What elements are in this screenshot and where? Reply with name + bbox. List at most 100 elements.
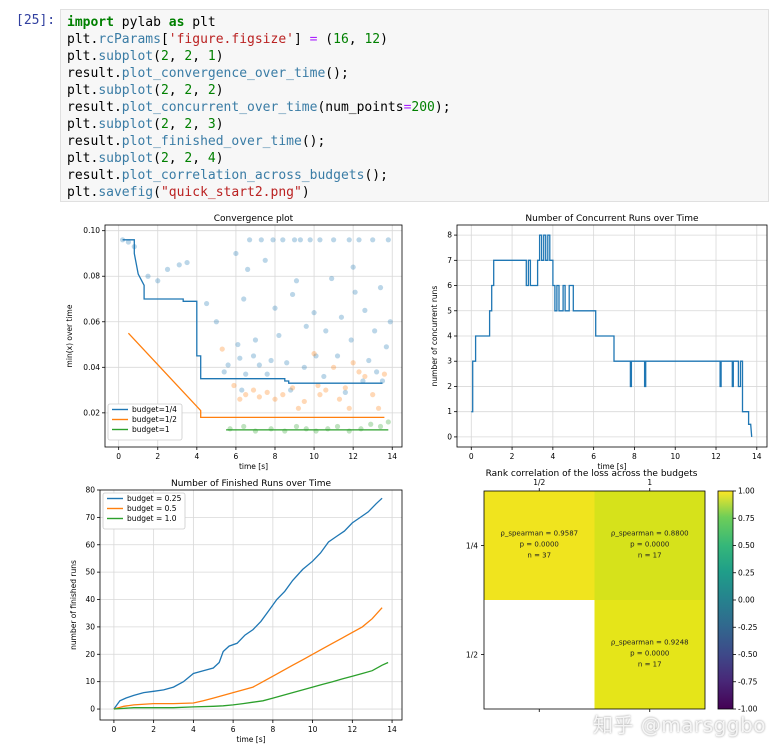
y-tick-label: 0 (447, 432, 452, 441)
scatter-point (125, 239, 132, 245)
scatter-point (313, 353, 319, 359)
cell-n-label: n = 37 (527, 552, 551, 560)
scatter-point (336, 396, 343, 402)
cell-p-label: p = 0.0000 (630, 541, 669, 549)
figure-canvas: 0 2 4 6 8 10 12 140.020.040.060.080.10Convergen… (65, 214, 768, 744)
x-tick-label: 8 (273, 452, 278, 461)
scatter-point (346, 428, 352, 434)
code-token: , (348, 32, 365, 47)
scatter-point (237, 396, 243, 402)
scatter-point (317, 392, 323, 398)
code-token: import (67, 15, 114, 30)
colorbar-tick-label: -0.25 (738, 623, 758, 632)
series-line (113, 661, 389, 710)
code-token: rcParams (98, 32, 161, 47)
y-tick-label: 0.08 (83, 272, 100, 281)
x-tick-label: 6 (231, 725, 236, 734)
code-cell[interactable]: [25]: import pylab as plt plt.rcParams['f… (0, 0, 784, 205)
y-tick-label: 8 (447, 231, 452, 240)
x-tick-label: 10 (670, 452, 680, 461)
code-token: ) (301, 185, 310, 200)
scatter-point (362, 373, 368, 380)
code-line: result.plot_finished_over_time(); (67, 133, 762, 150)
scatter-point (258, 237, 264, 243)
code-token: subplot (98, 83, 154, 98)
code-token: (num_points (317, 100, 404, 115)
scatter-point (237, 355, 243, 361)
scatter-point (297, 237, 303, 243)
scatter-point (329, 275, 335, 282)
scatter-point (204, 300, 210, 307)
scatter-point (366, 357, 372, 364)
scatter-point (252, 428, 259, 434)
code-token: "quick_start2.png" (160, 185, 302, 200)
scatter-point (184, 259, 190, 266)
code-token: plt. (67, 49, 99, 64)
scatter-point (331, 364, 337, 370)
scatter-point (270, 237, 276, 243)
colorbar-tick-label: -1.00 (738, 705, 758, 714)
y-tick-label: 2 (447, 382, 452, 391)
x-tick-label: 10 (308, 725, 318, 734)
scatter-point (288, 387, 294, 393)
y-axis-label: number of concurrent runs (430, 286, 439, 387)
code-token: plot_concurrent_over_time (121, 100, 318, 115)
scatter-point (176, 262, 182, 268)
y-tick-label: 7 (447, 256, 452, 265)
y-tick-label: 80 (85, 486, 95, 495)
y-tick-label: 30 (85, 622, 95, 631)
code-token: plt. (67, 185, 99, 200)
code-token: subplot (98, 49, 154, 64)
code-token: ) (215, 49, 224, 64)
scatter-point (356, 369, 362, 375)
scatter-point (256, 362, 262, 368)
chart-3: ρ_spearman = 0.9587 p = 0.0000 n = 37 ρ_spe… (466, 469, 758, 714)
scatter-point (385, 419, 391, 425)
legend-box (102, 492, 186, 530)
scatter-point (250, 353, 257, 359)
cell-p-label: p = 0.0000 (520, 541, 559, 549)
scatter-point (358, 426, 364, 432)
code-token: subplot (98, 151, 154, 166)
plot-frame (104, 224, 403, 448)
legend-label: budget=1/2 (132, 415, 177, 424)
code-token: 'figure.figsize' (168, 32, 294, 47)
scatter-point (323, 328, 329, 334)
scatter-point (342, 389, 348, 395)
code-token: 2 (160, 83, 169, 98)
scatter-point (301, 364, 307, 370)
code-line: result.plot_correlation_across_budgets()… (67, 167, 762, 184)
code-editor[interactable]: import pylab as plt plt.rcParams['figure.… (60, 9, 769, 202)
scatter-point (219, 346, 225, 352)
scatter-point (346, 405, 352, 411)
series-line (122, 239, 383, 384)
x-tick-label: 4 (191, 725, 196, 734)
colorbar-tick-label: -0.50 (738, 650, 758, 659)
series-line (113, 497, 383, 710)
code-token: (); (301, 134, 326, 149)
code-token: , (192, 49, 208, 64)
code-token: , (192, 117, 208, 132)
cell-rho-label: ρ_spearman = 0.9248 (611, 639, 689, 647)
code-token: ) (215, 83, 224, 98)
code-token: ( (317, 32, 334, 47)
scatter-point (307, 237, 313, 243)
scatter-point (350, 264, 356, 270)
scatter-point (145, 273, 151, 279)
code-token: ) (215, 151, 224, 166)
scatter-point (119, 237, 126, 243)
legend-box (107, 403, 183, 441)
heatmap-cell (594, 491, 705, 600)
scatter-point (225, 362, 231, 368)
y-tick-label: 0 (90, 705, 95, 714)
chart-title: Number of Finished Runs over Time (171, 479, 332, 489)
scatter-point (233, 250, 239, 257)
scatter-point (280, 237, 286, 243)
code-token: , (168, 117, 185, 132)
colorbar-tick-label: -0.75 (738, 677, 758, 686)
watermark: 知乎 @marsggbo (592, 713, 766, 737)
code-token: 3 (207, 117, 216, 132)
colorbar-tick-label: 0.75 (738, 514, 755, 523)
scatter-point (334, 423, 341, 430)
